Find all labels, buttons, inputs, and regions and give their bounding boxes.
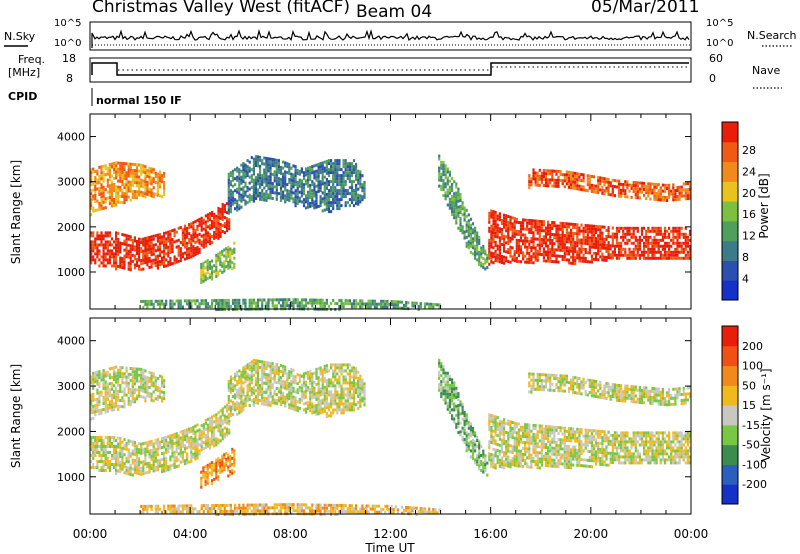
x-tick-label: 00:00: [674, 527, 709, 541]
colorbar-tick-label: -100: [742, 458, 767, 471]
colorbar-swatch: [722, 484, 738, 505]
y-tick-label: 4000: [57, 131, 85, 144]
colorbar-swatch: [722, 464, 738, 485]
echo-region-day-upper-band: [528, 168, 692, 202]
colorbar-tick-label: -15: [742, 419, 760, 432]
nsky-tick-top: 10^5: [54, 18, 82, 29]
x-tick-label: 00:00: [73, 527, 108, 541]
echo-region-evening-low-band: [90, 403, 231, 477]
velocity-colorbar: 200 100 50 15 -15 -50 -100 -200: [721, 325, 767, 505]
echo-region-early-patch: [200, 447, 236, 489]
x-tick-label: 16:00: [473, 527, 508, 541]
colorbar-swatch: [722, 365, 738, 386]
freq-tick-top: 18: [62, 52, 76, 65]
colorbar-tick-label: 28: [742, 144, 756, 157]
power-colorbar: 4 8 12 16 20 24 28: [721, 121, 756, 301]
colorbar-swatch: [722, 345, 738, 367]
velocity-ylabel: Slant Range [km]: [9, 364, 23, 468]
colorbar-tick-label: 20: [742, 187, 756, 200]
echo-region-night-band: [227, 358, 366, 419]
colorbar-tick-label: 4: [742, 273, 749, 286]
power-ylabel: Slant Range [km]: [9, 160, 23, 264]
x-tick-label: 12:00: [373, 527, 408, 541]
colorbar-tick-label: 8: [742, 251, 749, 264]
echo-region-day-main-band: [488, 413, 692, 470]
plot-date: 05/Mar/2011: [591, 0, 700, 17]
colorbar-tick-label: -50: [742, 439, 760, 452]
nsky-tick-bottom: 10^0: [54, 38, 82, 49]
colorbar-tick-label: 50: [742, 379, 756, 392]
echo-region-evening-upper-band: [90, 365, 166, 421]
y-tick-label: 4000: [57, 335, 85, 348]
colorbar-swatch: [722, 161, 738, 182]
echo-region-post-midday-streak: [438, 358, 489, 477]
colorbar-swatch: [722, 240, 738, 261]
colorbar-swatch: [722, 385, 738, 406]
colorbar-tick-label: -200: [742, 478, 767, 491]
colorbar-tick-label: 12: [742, 230, 756, 243]
cpid-value: normal 150 IF: [96, 94, 182, 107]
colorbar-swatch: [722, 260, 738, 281]
echo-region-post-midday-streak: [438, 154, 489, 271]
colorbar-swatch: [722, 326, 738, 347]
x-tick-label: 20:00: [574, 527, 609, 541]
y-tick-label: 3000: [57, 380, 85, 393]
nsky-series: [91, 28, 690, 48]
nsky-panel: [4, 21, 792, 51]
colorbar-swatch: [722, 201, 738, 222]
nave-tick-top: 60: [709, 52, 723, 65]
y-tick-label: 3000: [57, 176, 85, 189]
beam-label: Beam 04: [356, 2, 433, 22]
plot-title: Christmas Valley West (fitACF): [92, 0, 351, 17]
velocity-colorbar-label: Velocity [m s⁻¹]: [759, 368, 773, 461]
colorbar-tick-label: 16: [742, 208, 756, 221]
cpid-label: CPID: [8, 90, 38, 103]
echo-region-day-main-band: [488, 209, 692, 266]
power-colorbar-label: Power [dB]: [757, 173, 771, 238]
colorbar-tick-label: 24: [742, 165, 756, 178]
echo-region-early-patch: [200, 241, 236, 284]
colorbar-swatch: [722, 444, 738, 465]
y-tick-label: 1000: [57, 471, 85, 484]
colorbar-swatch: [722, 122, 738, 143]
nsearch-tick-top: 10^5: [706, 18, 734, 29]
y-tick-label: 1000: [57, 266, 85, 279]
velocity-panel: 1000 2000 3000 4000 Slant Range [km] 200 100…: [9, 317, 773, 516]
colorbar-swatch: [722, 220, 738, 242]
colorbar-tick-label: 100: [742, 360, 763, 373]
y-tick-label: 2000: [57, 425, 85, 438]
echo-region-evening-upper-band: [90, 161, 166, 217]
freq-label-line2: [MHz]: [8, 66, 41, 79]
freq-label-line1: Freq.: [18, 53, 46, 66]
time-axis-label: Time UT: [364, 541, 415, 554]
nsearch-label: N.Search: [747, 29, 797, 42]
freq-series: [91, 62, 689, 76]
nsky-label: N.Sky: [4, 30, 36, 43]
time-tick-labels: 00:00 04:00 08:00 12:00 16:00 20:00 00:00: [73, 527, 709, 541]
nsearch-tick-bottom: 10^0: [706, 38, 734, 49]
power-panel: 1000 2000 3000 4000 Slant Range [km] 4 8 12 16…: [9, 113, 771, 312]
x-tick-label: 04:00: [173, 527, 208, 541]
colorbar-swatch: [722, 405, 738, 426]
colorbar-tick-label: 200: [742, 340, 763, 353]
echo-region-near-range-clutter: [140, 503, 441, 516]
echo-region-day-upper-band: [528, 372, 692, 407]
y-tick-label: 2000: [57, 221, 85, 234]
colorbar-swatch: [722, 141, 738, 163]
x-tick-label: 08:00: [273, 527, 308, 541]
nave-label: Nave: [752, 64, 781, 77]
colorbar-swatch: [722, 424, 738, 446]
freq-panel: [89, 57, 782, 89]
freq-tick-bottom: 8: [66, 72, 73, 85]
nave-tick-bottom: 0: [709, 72, 716, 85]
colorbar-swatch: [722, 181, 738, 202]
echo-region-night-band: [227, 155, 366, 215]
colorbar-swatch: [722, 280, 738, 301]
colorbar-tick-label: 15: [742, 399, 756, 412]
echo-region-evening-low-band: [90, 200, 231, 272]
